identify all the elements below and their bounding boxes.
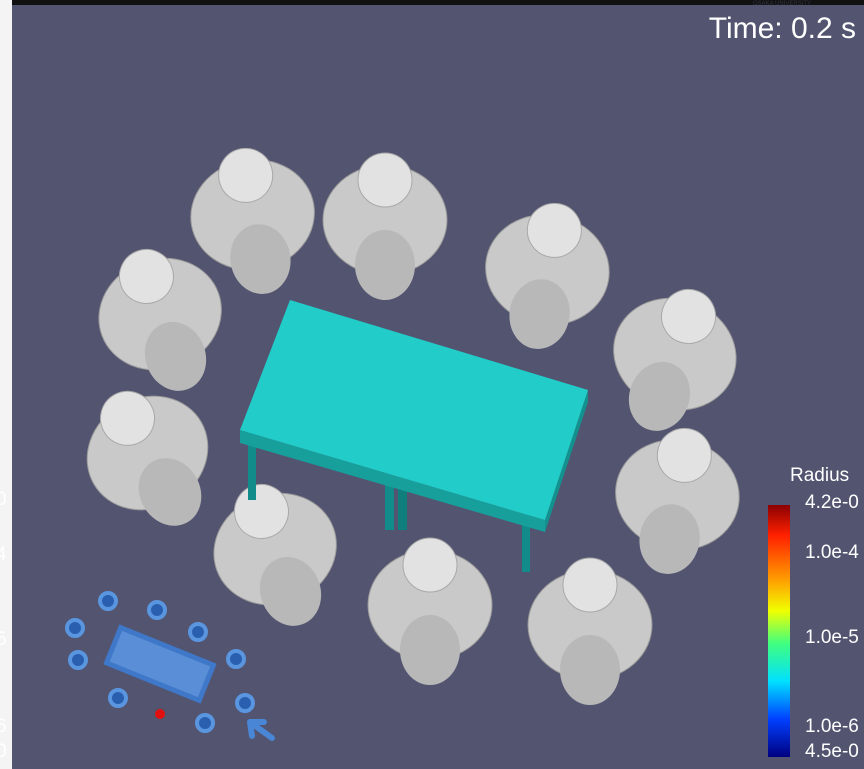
seat <box>98 591 118 611</box>
people <box>86 147 740 705</box>
seat <box>68 650 88 670</box>
colorbar-label: 4.2e-0 <box>805 492 859 513</box>
person <box>190 147 315 294</box>
person <box>485 202 610 349</box>
colorbar-label: 4.5e-0 <box>805 741 859 762</box>
colorbar-title: Radius <box>790 465 849 486</box>
person <box>615 427 740 574</box>
layout-inset <box>65 591 275 741</box>
seat <box>65 618 85 638</box>
seat <box>147 600 167 620</box>
colorbar-label: 1.0e-6 <box>805 716 859 737</box>
cut-label: 0 <box>0 489 7 510</box>
person <box>213 484 337 626</box>
colorbar-label: 1.0e-4 <box>805 542 859 563</box>
person <box>98 249 222 391</box>
seat <box>108 688 128 708</box>
left-strip <box>0 0 12 769</box>
time-label: Time: 0.2 s <box>709 12 856 45</box>
person <box>86 390 209 526</box>
logo: OSAKA UNIVERSITY <box>753 1 811 7</box>
seat <box>188 622 208 642</box>
person <box>527 557 653 705</box>
cut-label: 0 <box>0 741 7 762</box>
cut-label: 4 <box>0 544 7 565</box>
person <box>322 152 448 300</box>
person <box>613 289 737 431</box>
cut-label: 6 <box>0 716 7 737</box>
seat <box>195 713 215 733</box>
colorbar-label: 1.0e-5 <box>805 627 859 648</box>
colorbar <box>768 505 790 757</box>
person <box>367 537 493 685</box>
table <box>240 300 588 572</box>
cut-label: 5 <box>0 629 7 650</box>
seat <box>226 649 246 669</box>
top-strip <box>12 0 864 5</box>
seat <box>235 693 255 713</box>
